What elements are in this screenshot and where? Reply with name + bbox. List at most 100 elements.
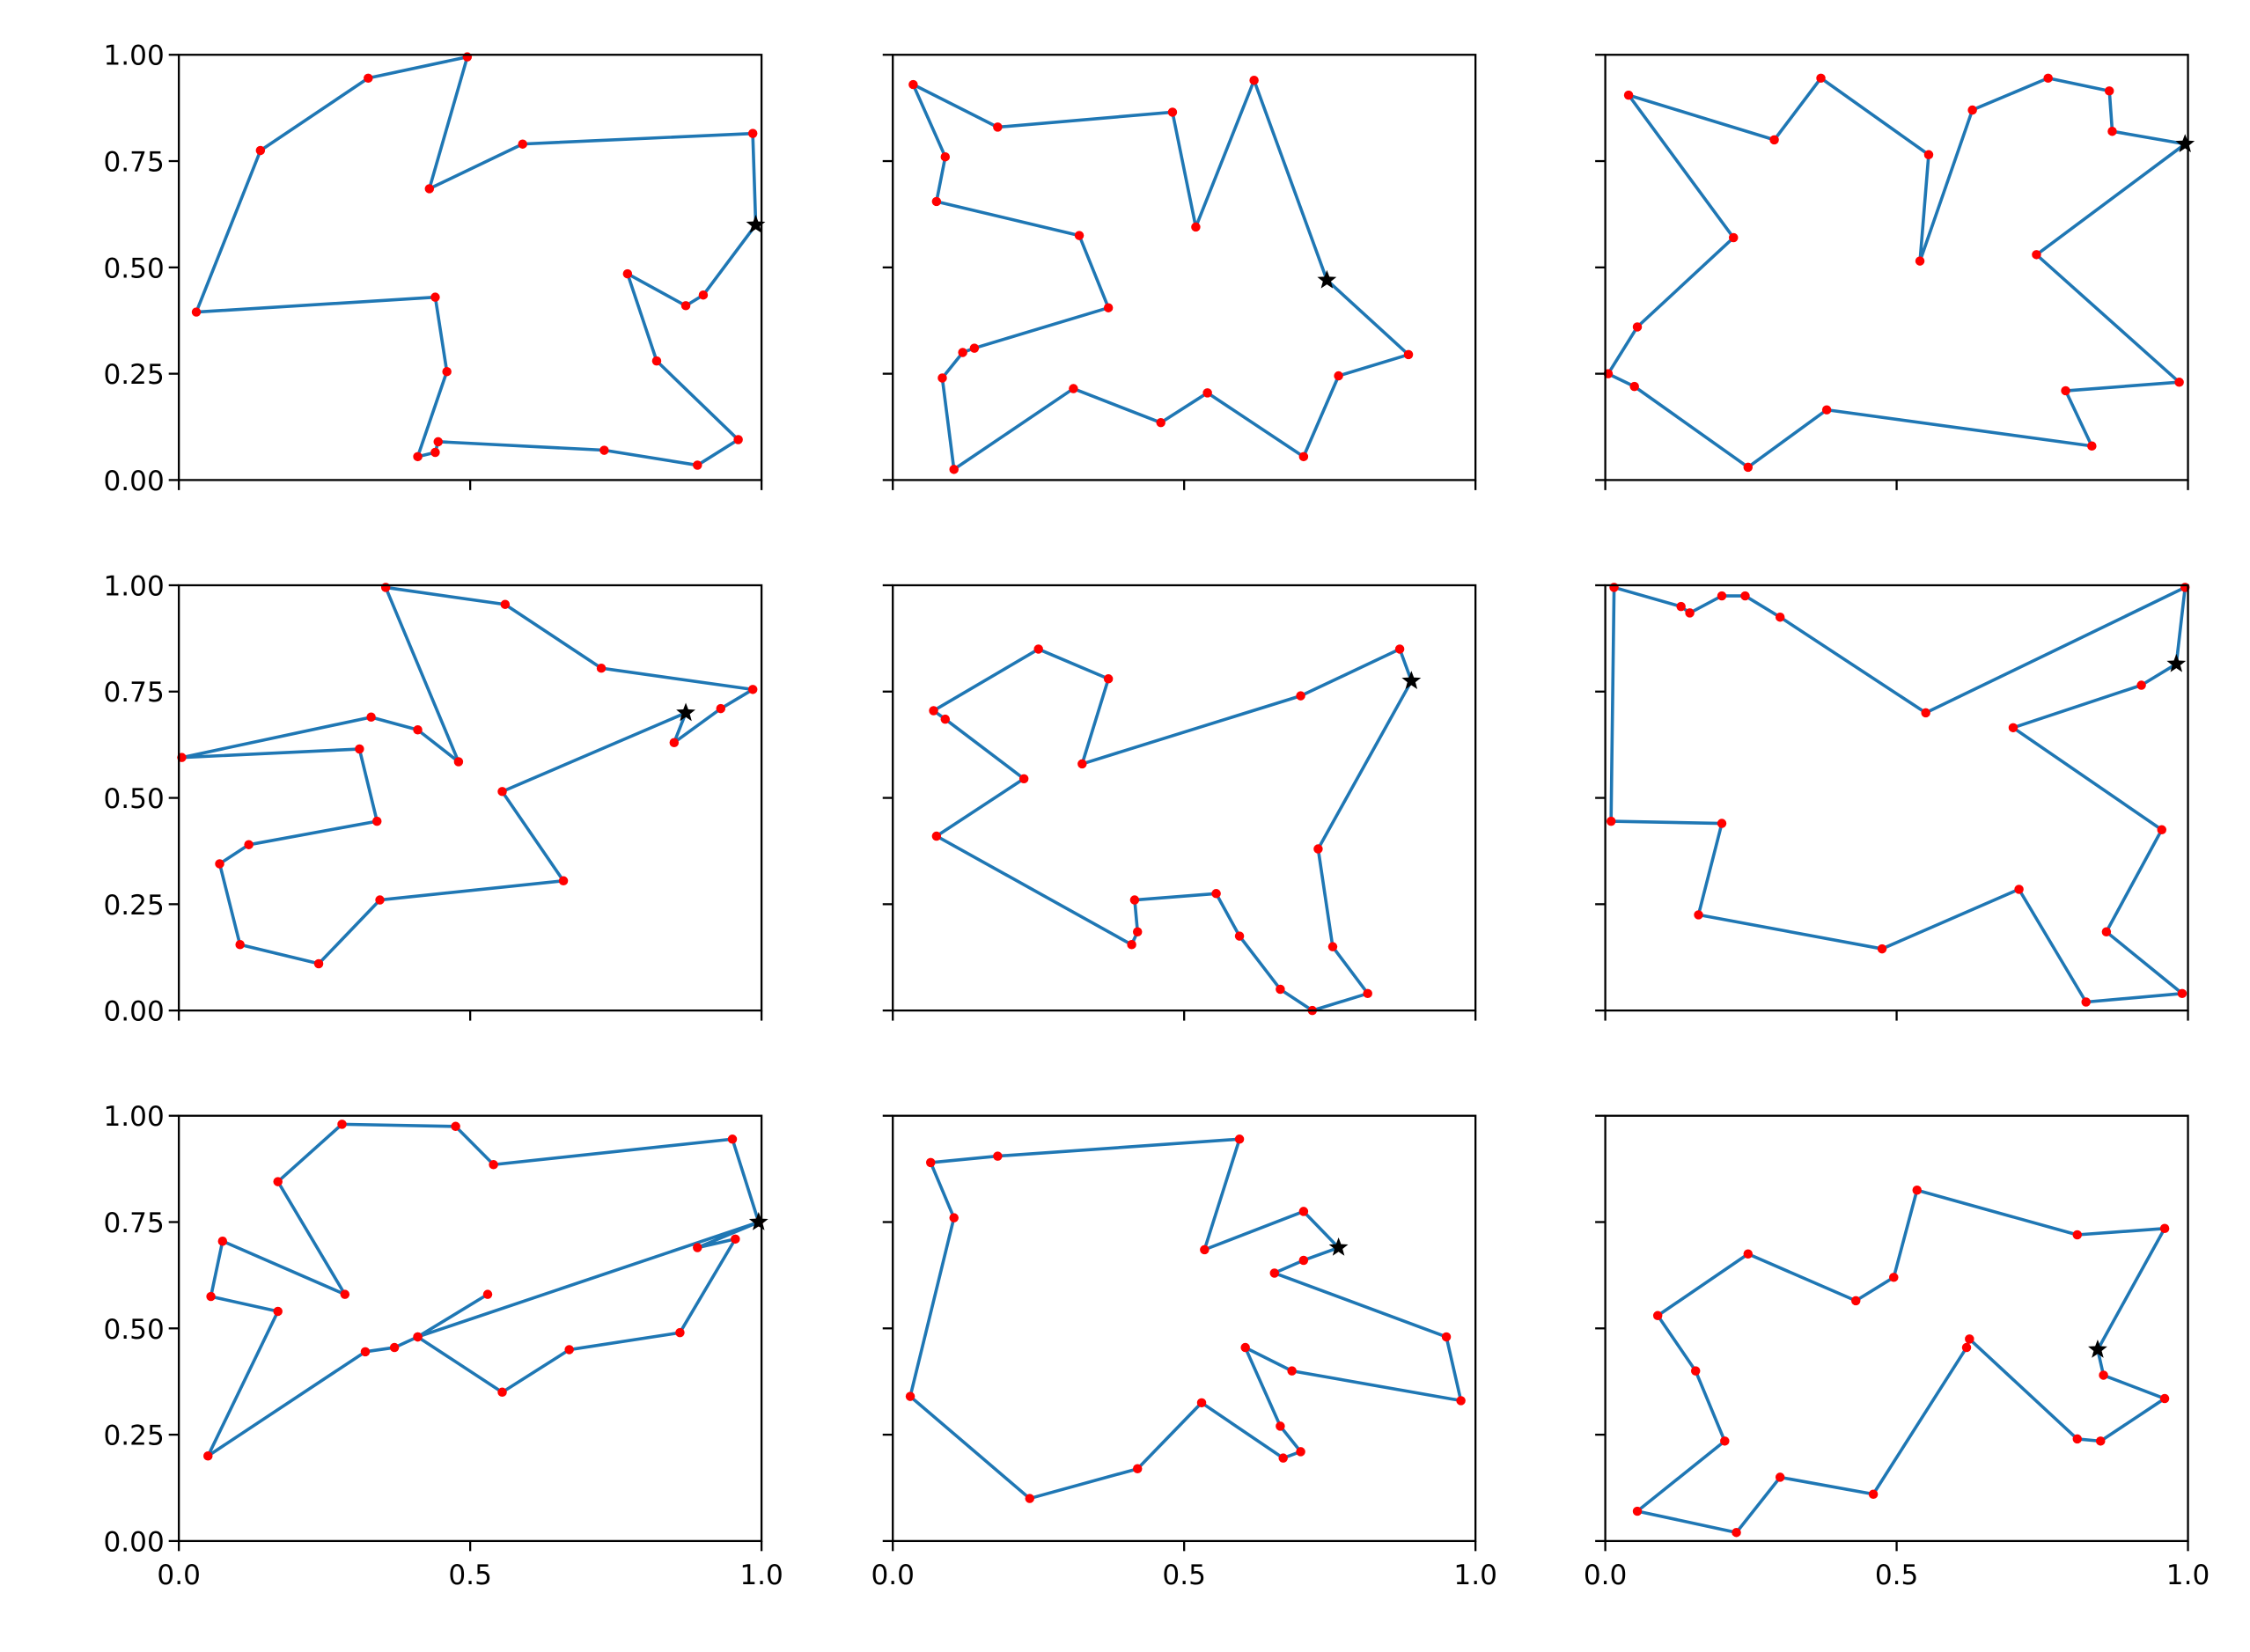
start-star-icon [748, 1212, 768, 1230]
city-point [929, 706, 938, 716]
city-point [1234, 931, 1245, 941]
city-point [1156, 417, 1165, 428]
city-point [599, 445, 609, 455]
start-star-icon [676, 702, 695, 722]
city-point [2072, 1434, 2083, 1444]
y-tick-label: 0.75 [103, 1208, 164, 1239]
city-point [1276, 1421, 1285, 1431]
city-point [215, 859, 224, 869]
x-tick-label: 0.5 [1162, 1560, 1205, 1591]
city-point [1278, 1453, 1288, 1463]
x-tick-label: 0.0 [871, 1560, 914, 1591]
subplot-row3-col2: 0.0 0.5 1.0 [871, 1114, 1497, 1591]
city-point [905, 1391, 915, 1401]
y-tick-label: 0.00 [103, 466, 164, 497]
city-point [1775, 612, 1785, 622]
city-point [969, 343, 980, 353]
city-point [1296, 691, 1305, 701]
city-point [993, 1151, 1003, 1161]
city-point [413, 452, 423, 462]
subplot-grid: 0.000.250.500.751.000.000.250.500.751.00… [103, 40, 2210, 1591]
x-tick-label: 1.0 [739, 1560, 783, 1591]
city-point [1033, 644, 1043, 654]
city-point [2081, 997, 2091, 1007]
city-point [430, 447, 440, 458]
city-point [596, 663, 607, 673]
city-point [675, 1327, 685, 1338]
city-point [1775, 1472, 1785, 1482]
city-point [1167, 107, 1178, 117]
city-point [1821, 405, 1832, 415]
subplot-row2-col1: 0.00 0.25 0.50 0.75 1.00 [103, 570, 763, 1028]
city-point [1676, 601, 1686, 612]
city-point [413, 725, 423, 735]
city-point [380, 583, 391, 592]
x-tick-label: 0.0 [157, 1560, 200, 1591]
city-point [453, 757, 464, 767]
city-point [940, 151, 951, 162]
city-point [273, 1177, 283, 1186]
city-point [949, 465, 959, 474]
city-point [1690, 1366, 1701, 1376]
city-point [1069, 384, 1078, 393]
city-point [191, 307, 202, 317]
city-point [1196, 1398, 1207, 1408]
city-point [1298, 452, 1309, 462]
city-point [442, 366, 452, 377]
city-point [1298, 1255, 1309, 1266]
y-tick-label: 1.00 [103, 570, 164, 602]
subplot-row3-col1: 0.0 0.5 1.0 0.00 0.25 0.50 0.75 1.00 [103, 1101, 783, 1591]
city-point [1327, 942, 1338, 951]
city-point [360, 1347, 371, 1357]
city-point [1363, 988, 1372, 999]
city-point [931, 196, 942, 207]
city-point [622, 268, 633, 279]
city-point [1334, 371, 1343, 381]
city-point [669, 738, 680, 747]
city-point [1103, 674, 1114, 684]
start-star-icon [1401, 671, 1422, 689]
y-tick-label: 0.25 [103, 890, 164, 921]
city-point [1200, 1245, 1210, 1255]
city-point [2159, 1393, 2170, 1404]
city-point [1732, 1527, 1741, 1538]
city-point [2101, 927, 2112, 937]
city-point [2099, 1370, 2108, 1380]
city-point [451, 1121, 460, 1132]
subplot-row1-col2 [882, 54, 1477, 490]
city-point [1967, 105, 1977, 115]
city-point [518, 139, 527, 149]
city-point [1018, 774, 1029, 784]
city-point [2174, 378, 2184, 387]
city-point [1276, 984, 1285, 995]
start-star-icon [2088, 1339, 2107, 1358]
city-point [1313, 844, 1323, 854]
city-point [1632, 1506, 1643, 1516]
city-point [931, 831, 942, 841]
city-point [413, 1332, 423, 1342]
city-point [1694, 910, 1703, 920]
city-point [1394, 644, 1405, 654]
city-point [206, 1291, 216, 1302]
city-point [958, 348, 967, 357]
city-point [747, 685, 758, 694]
city-point [1652, 1311, 1663, 1321]
y-tick-label: 0.75 [103, 677, 164, 709]
city-point [2061, 385, 2070, 396]
city-point [1769, 135, 1779, 145]
city-point [2157, 825, 2167, 835]
city-point [217, 1237, 228, 1246]
city-point [651, 356, 662, 366]
city-point [2177, 988, 2188, 999]
subplot-row2-col2 [882, 584, 1477, 1021]
city-point [1191, 222, 1201, 232]
city-point [1850, 1296, 1861, 1306]
y-tick-label: 1.00 [103, 40, 164, 72]
city-point [1077, 759, 1087, 769]
city-point [2159, 1223, 2170, 1233]
city-point [1103, 303, 1114, 312]
city-point [2043, 73, 2053, 84]
x-tick-label: 1.0 [1453, 1560, 1496, 1591]
city-point [1609, 583, 1619, 592]
city-point [340, 1289, 350, 1299]
